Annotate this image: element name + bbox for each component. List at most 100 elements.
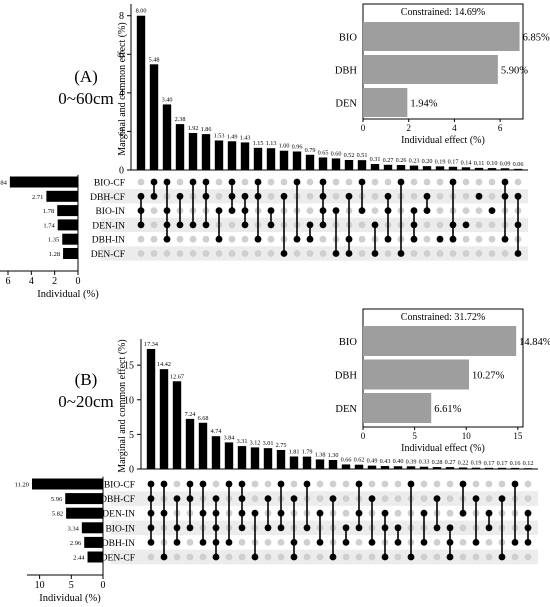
matrix-dot-active (306, 235, 314, 243)
bar (237, 446, 247, 469)
set-size-bar (65, 493, 103, 505)
matrix-dot-inactive (410, 178, 418, 186)
matrix-dot-inactive (215, 192, 223, 200)
bar (302, 456, 312, 469)
matrix-dot-inactive (446, 495, 454, 502)
matrix-dot-inactive (215, 178, 223, 186)
bar-value-label: 0.62 (354, 457, 365, 464)
bar-value-label: 3.84 (224, 434, 235, 441)
bar (201, 134, 211, 170)
depth-label: 0~60cm (58, 89, 113, 108)
matrix-dot-inactive (264, 480, 272, 488)
matrix-dot-inactive (371, 178, 379, 186)
set-x-tick-label: 10 (35, 580, 45, 591)
bar-value-label: 0.52 (344, 152, 355, 159)
matrix-dot-inactive (371, 207, 379, 215)
matrix-dot-inactive (410, 192, 418, 200)
matrix-dot-inactive (319, 250, 327, 257)
bar-value-label: 0.20 (422, 158, 433, 165)
matrix-dot-inactive (436, 178, 444, 186)
inset-category-label: DEN (335, 404, 357, 415)
set-size-value: 2.96 (70, 540, 82, 547)
matrix-dot-inactive (423, 178, 431, 186)
matrix-dot-inactive (475, 207, 483, 215)
matrix-dot-inactive (137, 235, 145, 243)
matrix-dot-inactive (524, 553, 532, 561)
matrix-dot-inactive (316, 480, 324, 488)
bar (344, 159, 354, 170)
bar-value-label: 0.27 (445, 459, 456, 466)
bar (253, 147, 263, 170)
bar-value-label: 0.26 (396, 157, 407, 164)
inset-x-tick-label: 2 (406, 123, 411, 133)
set-size-bar (57, 205, 78, 217)
matrix-dot-active (342, 524, 350, 532)
bar-value-label: 7.24 (185, 411, 196, 418)
bar-value-label: 0.17 (484, 460, 495, 467)
set-x-tick-label: 2 (52, 276, 57, 287)
matrix-dot-inactive (524, 480, 532, 488)
matrix-dot-inactive (485, 539, 493, 546)
bar (198, 422, 208, 469)
depth-label: 0~20cm (58, 392, 113, 411)
matrix-dot-inactive (329, 480, 337, 488)
inset-bar (363, 393, 432, 423)
matrix-dot-active (163, 235, 171, 243)
matrix-dot-inactive (462, 178, 470, 186)
matrix-dot-inactive (423, 221, 431, 229)
bar (396, 164, 406, 170)
matrix-dot-inactive (306, 207, 314, 215)
inset-title: Constrained: 31.72% (401, 312, 485, 323)
bar-value-label: 0.22 (458, 459, 469, 466)
bar-value-label: 1.13 (266, 140, 277, 147)
inset-category-label: DBH (335, 66, 358, 77)
matrix-dot-inactive (228, 250, 236, 257)
bar-value-label: 12.67 (170, 373, 184, 380)
set-size-bar (57, 219, 78, 231)
matrix-dot-inactive (368, 480, 376, 488)
matrix-dot-inactive (433, 539, 441, 546)
bar (357, 160, 367, 170)
matrix-dot-inactive (173, 553, 181, 561)
matrix-dot-inactive (472, 480, 480, 488)
bar-value-label: 3.12 (250, 439, 261, 446)
bar-value-label: 0.79 (305, 147, 316, 154)
set-size-value: 1.78 (43, 208, 54, 215)
bar-value-label: 0.49 (367, 458, 378, 465)
bar (432, 467, 442, 469)
set-size-value: 5.84 (0, 180, 8, 187)
matrix-dot-inactive (332, 178, 340, 186)
matrix-dot-inactive (176, 250, 184, 257)
matrix-dot-inactive (384, 178, 392, 186)
bar (240, 142, 250, 170)
matrix-dot-inactive (459, 539, 467, 546)
matrix-dot-inactive (316, 553, 324, 561)
matrix-dot-inactive (147, 553, 155, 561)
bar (224, 442, 234, 469)
inset-x-tick-label: 5 (412, 431, 417, 441)
matrix-dot-active (462, 221, 470, 229)
set-name-label: DBH-CF (100, 495, 135, 505)
bar (172, 381, 182, 469)
bar (292, 151, 302, 170)
bar-value-label: 0.14 (461, 159, 472, 166)
inset-value-label: 6.61% (434, 404, 461, 415)
bar-value-label: 1.79 (302, 449, 313, 456)
matrix-dot-inactive (215, 250, 223, 257)
y-axis-label: Marginal and common effect (%) (117, 339, 128, 472)
set-x-tick-label: 6 (6, 276, 11, 287)
matrix-dot-inactive (277, 539, 285, 546)
inset-value-label: 6.85% (523, 33, 550, 44)
bar-value-label: 0.66 (341, 456, 352, 463)
matrix-dot-inactive (433, 480, 441, 488)
matrix-dot-inactive (381, 495, 389, 502)
bar-value-label: 1.38 (315, 451, 326, 458)
matrix-dot-inactive (358, 221, 366, 229)
matrix-dot-inactive (475, 250, 483, 257)
bar-value-label: 1.15 (253, 140, 264, 147)
bar (185, 418, 195, 469)
bar-value-label: 0.27 (383, 157, 394, 164)
bar (149, 64, 159, 170)
bar (162, 104, 172, 170)
